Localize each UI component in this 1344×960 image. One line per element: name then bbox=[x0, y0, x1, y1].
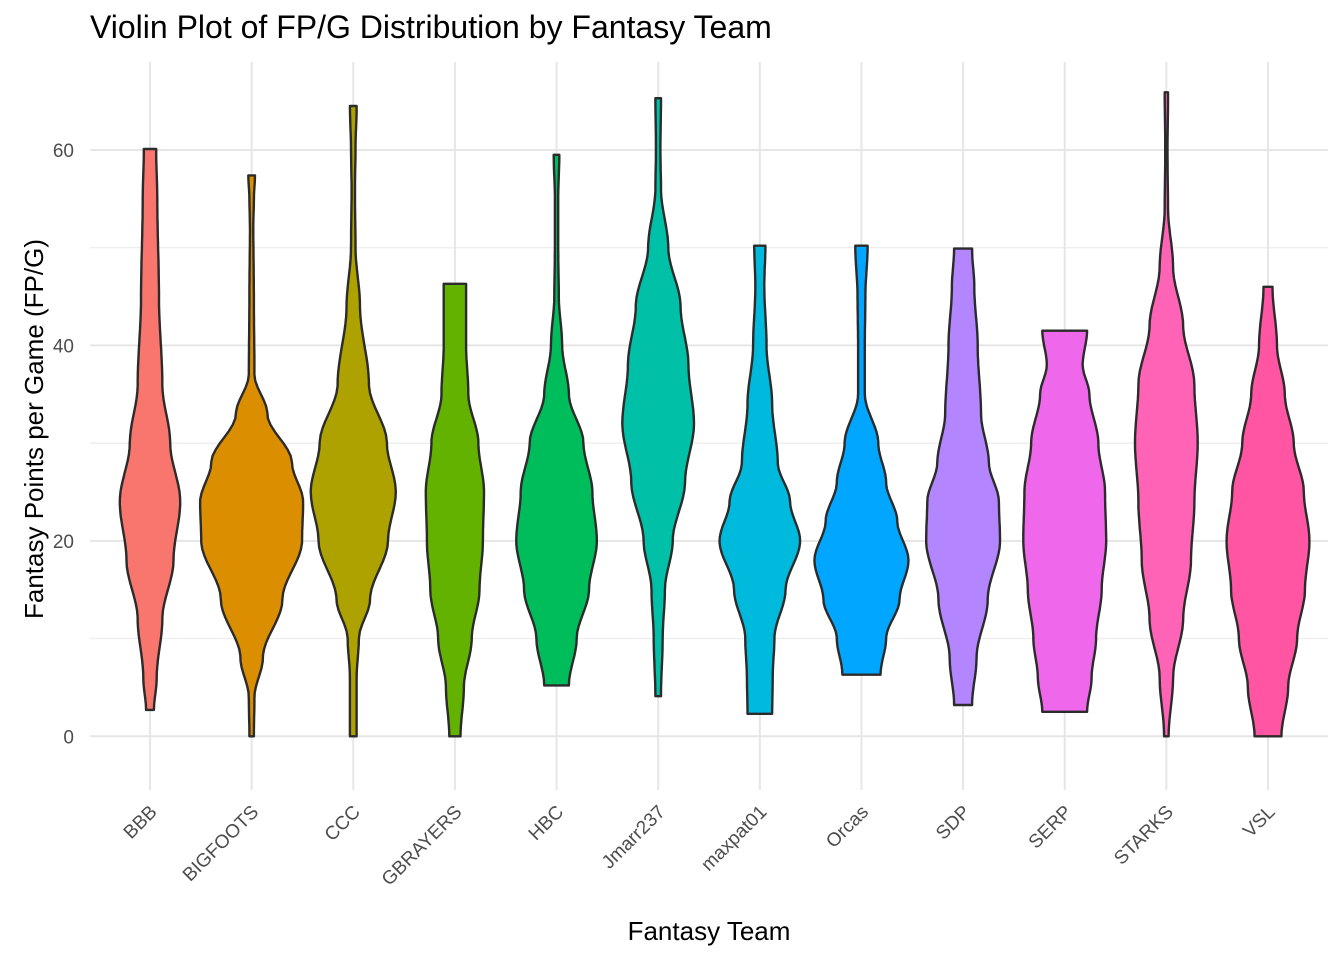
x-tick-label: Jmarr237 bbox=[598, 802, 670, 874]
x-tick-label: CCC bbox=[321, 802, 365, 846]
x-tick-label: SERP bbox=[1025, 802, 1076, 853]
x-tick-label: Orcas bbox=[822, 802, 873, 853]
chart-title: Violin Plot of FP/G Distribution by Fant… bbox=[90, 9, 772, 45]
x-tick-label: SDP bbox=[932, 802, 974, 844]
violin-sdp bbox=[925, 247, 1002, 707]
violin-maxpat01 bbox=[718, 244, 802, 715]
violin-gbrayers bbox=[424, 282, 486, 738]
violin-hbc bbox=[515, 153, 598, 687]
violin-starks bbox=[1133, 91, 1199, 738]
violin-bigfoots bbox=[198, 174, 305, 738]
y-axis-title: Fantasy Points per Game (FP/G) bbox=[19, 239, 49, 619]
x-axis-ticks: BBB BIGFOOTS CCC GBRAYERS HBC Jmarr237 maxpat0… bbox=[120, 802, 1280, 891]
violin-jmarr237 bbox=[621, 97, 696, 698]
violin-vsl bbox=[1225, 285, 1311, 738]
x-tick-label: BIGFOOTS bbox=[179, 802, 263, 886]
violin-bbb bbox=[118, 147, 182, 712]
x-axis-title: Fantasy Team bbox=[628, 916, 791, 946]
y-axis-ticks: 0 20 40 60 bbox=[53, 141, 74, 748]
x-tick-label: STARKS bbox=[1110, 802, 1178, 870]
y-tick-label: 20 bbox=[53, 532, 74, 553]
violin-group bbox=[118, 91, 1311, 738]
x-tick-label: maxpat01 bbox=[697, 802, 771, 876]
violin-orcas bbox=[813, 244, 910, 676]
x-tick-label: BBB bbox=[120, 802, 162, 844]
x-tick-label: GBRAYERS bbox=[378, 802, 467, 891]
violin-serp bbox=[1022, 329, 1108, 713]
y-tick-label: 60 bbox=[53, 141, 74, 162]
y-tick-label: 40 bbox=[53, 336, 74, 357]
y-tick-label: 0 bbox=[63, 727, 74, 748]
x-tick-label: VSL bbox=[1239, 802, 1279, 842]
x-tick-label: HBC bbox=[525, 802, 568, 845]
violin-ccc bbox=[309, 104, 397, 738]
